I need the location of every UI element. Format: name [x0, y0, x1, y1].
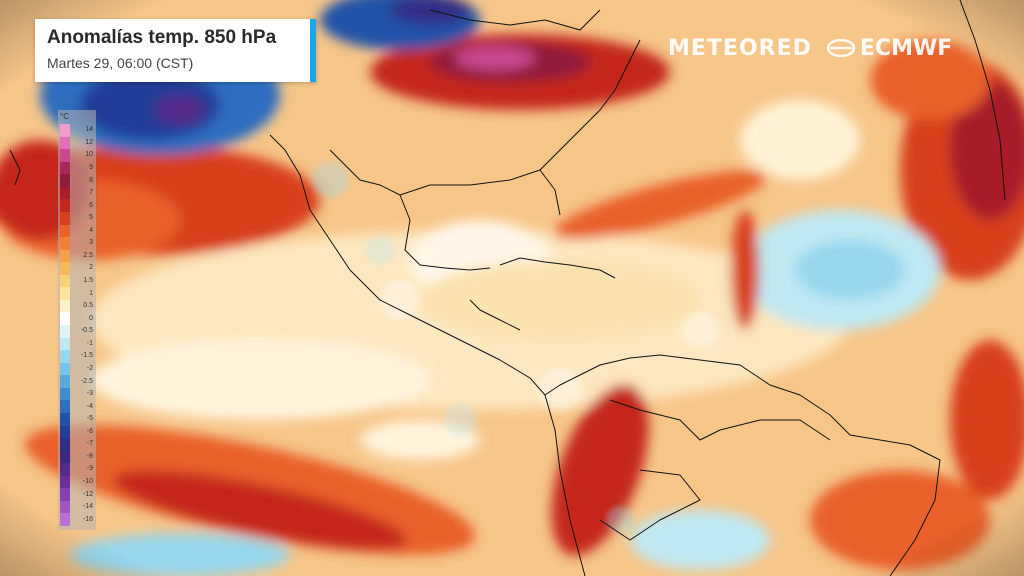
legend-swatch: [60, 199, 70, 212]
legend-tick-label: -0.5: [80, 327, 93, 335]
legend-tick-label: 14: [85, 126, 93, 134]
legend-swatch: [60, 375, 70, 388]
legend-tick-label: 6: [89, 201, 93, 209]
legend-swatch: [60, 224, 70, 238]
map-subtitle: Martes 29, 06:00 (CST): [47, 55, 194, 71]
legend-swatch: [60, 450, 70, 464]
legend-tick-label: -9: [86, 465, 93, 473]
legend-swatch: [60, 400, 70, 413]
legend-tick-label: 7: [89, 189, 93, 197]
ecmwf-text: ECMWF: [859, 35, 953, 61]
legend-tick-label: -4: [86, 402, 93, 410]
legend-tick-label: -16: [82, 515, 93, 523]
legend-tick-label: -7: [86, 440, 93, 448]
legend-tick-label: -6: [86, 427, 93, 435]
legend-swatch: [60, 287, 70, 300]
legend-tick-label: 2: [89, 264, 93, 272]
legend-swatch: [60, 513, 70, 526]
legend-swatch: [60, 211, 70, 225]
legend-swatch: [60, 412, 70, 426]
legend-unit: °C: [60, 112, 69, 121]
legend-tick-label: 0.5: [83, 302, 93, 310]
legend-tick-label: 9: [89, 163, 93, 171]
legend-swatch: [60, 161, 70, 175]
legend-tick-label: -8: [86, 452, 93, 460]
legend-swatch: [60, 312, 70, 325]
legend-swatch: [60, 325, 70, 338]
title-panel: Anomalías temp. 850 hPa Martes 29, 06:00…: [35, 19, 316, 82]
legend-swatch: [60, 149, 70, 162]
map-title: Anomalías temp. 850 hPa: [47, 27, 277, 48]
legend-tick-label: -14: [82, 503, 93, 511]
legend-tick-label: 12: [85, 138, 93, 146]
legend-swatch: [60, 463, 70, 476]
brand-logos: METEORED ECMWF: [668, 34, 952, 62]
legend-tick-label: 5: [89, 214, 93, 222]
legend-tick-label: 2.5: [83, 251, 93, 259]
legend-labels: 14 12 10 9 8 7 6 5 4 3 2.5 2 1.5 1 0.5 0 -0.5 -1 -1.5 -2 -2.…: [73, 124, 95, 526]
legend-colorbar: [60, 124, 70, 526]
legend-swatch: [60, 299, 70, 313]
legend-swatch: [60, 136, 70, 150]
legend-tick-label: -2: [86, 364, 93, 372]
legend-tick-label: -1.5: [80, 352, 93, 360]
legend-swatch: [60, 350, 70, 363]
legend-swatch: [60, 438, 70, 451]
legend-swatch: [60, 249, 70, 263]
legend-tick-label: -12: [82, 490, 93, 498]
legend-tick-label: -2.5: [80, 377, 93, 385]
legend-swatch: [60, 475, 70, 489]
legend-swatch: [60, 124, 70, 137]
legend-swatch: [60, 387, 70, 401]
legend-swatch: [60, 174, 70, 187]
legend-tick-label: 1: [89, 289, 93, 297]
legend-tick-label: 8: [89, 176, 93, 184]
legend-swatch: [60, 237, 70, 250]
legend-tick-label: 0: [89, 314, 93, 322]
legend-tick-label: 3: [89, 239, 93, 247]
legend-tick-label: -10: [82, 478, 93, 486]
color-legend: °C 14 12 10 9 8 7 6 5 4 3 2.5 2 1.5 1 0.5 0 -0.5 -1 -1.5 -2…: [58, 110, 96, 530]
legend-tick-label: 1.5: [83, 277, 93, 285]
legend-swatch: [60, 425, 70, 439]
legend-tick-label: 4: [89, 226, 93, 234]
legend-tick-label: -1: [86, 339, 93, 347]
legend-tick-label: -3: [86, 390, 93, 398]
legend-swatch: [60, 488, 70, 501]
legend-swatch: [60, 262, 70, 275]
ecmwf-logo: ECMWF: [826, 36, 952, 61]
legend-swatch: [60, 362, 70, 376]
legend-tick-label: -5: [86, 415, 93, 423]
meteored-logo: METEORED: [668, 35, 812, 61]
legend-swatch: [60, 337, 70, 351]
ecmwf-globe-icon: [826, 39, 856, 57]
legend-swatch: [60, 186, 70, 200]
legend-swatch: [60, 500, 70, 514]
legend-tick-label: 10: [85, 151, 93, 159]
legend-swatch: [60, 274, 70, 288]
